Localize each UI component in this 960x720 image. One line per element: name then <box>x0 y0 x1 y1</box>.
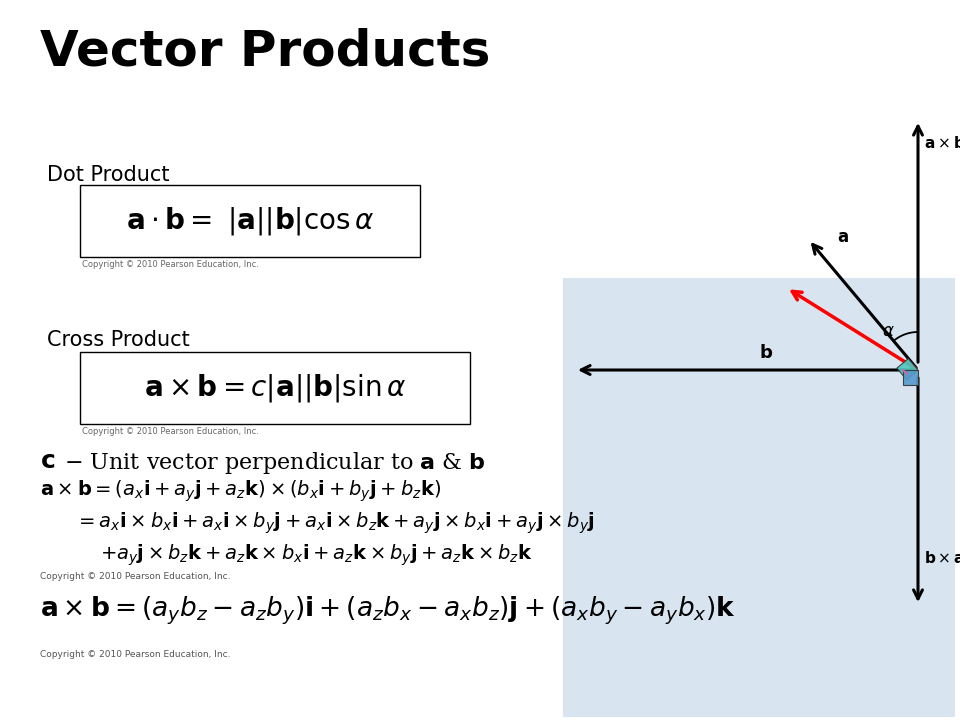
Text: $\mathbf{c}$: $\mathbf{c}$ <box>40 450 55 473</box>
Text: $\mathbf{a} \times \mathbf{b} = (a_yb_z - a_zb_y)\mathbf{i} + (a_zb_x - a_xb_z)\: $\mathbf{a} \times \mathbf{b} = (a_yb_z … <box>40 595 735 627</box>
Text: Vector Products: Vector Products <box>40 27 491 75</box>
Text: $\mathbf{a} \cdot \mathbf{b} = \ |\mathbf{a}||\mathbf{b}|\cos\alpha$: $\mathbf{a} \cdot \mathbf{b} = \ |\mathb… <box>126 205 374 237</box>
Bar <box>80 185 420 257</box>
Bar <box>563 278 955 717</box>
Text: $\alpha$: $\alpha$ <box>881 323 895 340</box>
Text: Dot Product: Dot Product <box>47 165 170 185</box>
Text: Copyright © 2010 Pearson Education, Inc.: Copyright © 2010 Pearson Education, Inc. <box>40 650 230 659</box>
Text: Copyright © 2010 Pearson Education, Inc.: Copyright © 2010 Pearson Education, Inc. <box>40 572 230 581</box>
Text: $= a_x\mathbf{i} \times b_x\mathbf{i} + a_x\mathbf{i} \times b_y\mathbf{j} + a_x: $= a_x\mathbf{i} \times b_x\mathbf{i} + … <box>75 510 595 536</box>
Polygon shape <box>897 359 918 379</box>
Text: $\mathbf{a} \times \mathbf{b}$: $\mathbf{a} \times \mathbf{b}$ <box>924 135 960 151</box>
Text: Cross Product: Cross Product <box>47 330 190 350</box>
Text: $\mathbf{a}$: $\mathbf{a}$ <box>837 229 849 246</box>
Bar <box>80 352 470 424</box>
Text: Copyright © 2010 Pearson Education, Inc.: Copyright © 2010 Pearson Education, Inc. <box>82 427 259 436</box>
Text: $\mathbf{a} \times \mathbf{b} = c|\mathbf{a}||\mathbf{b}|\sin\alpha$: $\mathbf{a} \times \mathbf{b} = c|\mathb… <box>144 372 406 404</box>
Text: $+ a_y\mathbf{j} \times b_z\mathbf{k} + a_z\mathbf{k} \times b_x\mathbf{i} + a_z: $+ a_y\mathbf{j} \times b_z\mathbf{k} + … <box>100 542 533 567</box>
Text: $\mathbf{b} \times \mathbf{a}$: $\mathbf{b} \times \mathbf{a}$ <box>924 550 960 566</box>
Text: $-$ Unit vector perpendicular to $\mathbf{a}$ & $\mathbf{b}$: $-$ Unit vector perpendicular to $\mathb… <box>57 450 486 476</box>
Text: $\mathbf{a} \times \mathbf{b} = (a_x\mathbf{i} + a_y\mathbf{j} + a_z\mathbf{k}) : $\mathbf{a} \times \mathbf{b} = (a_x\mat… <box>40 478 441 503</box>
Text: Copyright © 2010 Pearson Education, Inc.: Copyright © 2010 Pearson Education, Inc. <box>82 260 259 269</box>
Polygon shape <box>903 370 918 385</box>
Text: $\mathbf{b}$: $\mathbf{b}$ <box>759 344 773 362</box>
